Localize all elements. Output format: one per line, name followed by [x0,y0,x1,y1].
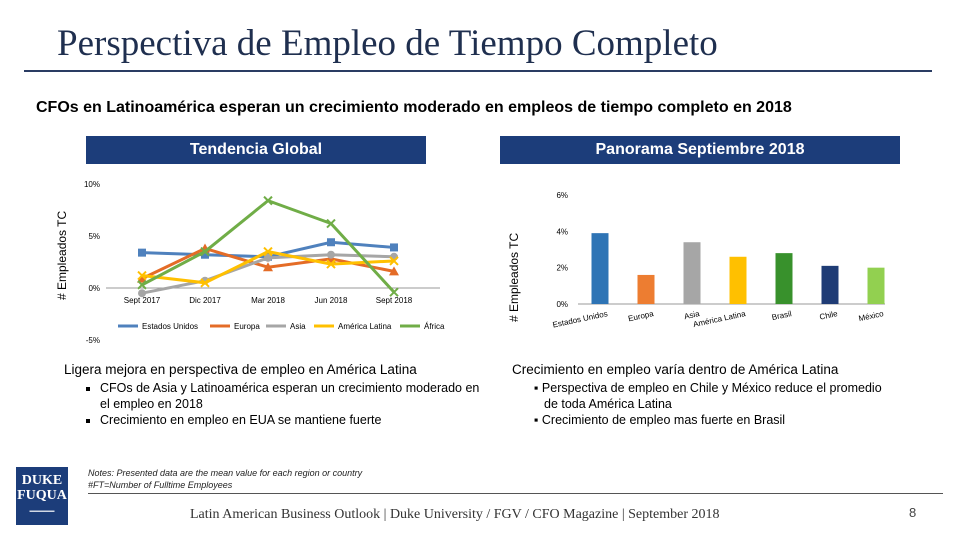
y-tick-label: 4% [556,227,568,236]
x-tick-label: Asia [683,309,701,321]
list-item: ▪ Perspectiva de empleo en Chile y Méxic… [534,381,882,411]
bar [775,253,793,304]
y-tick-label: 0% [556,300,568,309]
legend-label: Estados Unidos [142,322,198,331]
x-tick-label: Chile [819,309,839,322]
line-chart: # Empleados TC 10% 5% 0% -5% Sept 2017 Dic 2… [55,180,445,345]
legend-label: América Latina [338,322,392,331]
logo-line-1: DUKE [21,473,63,488]
legend-label: África [424,322,445,331]
list-item: CFOs de Asia y Latinoamérica esperan un … [100,380,484,412]
left-panel-header: Tendencia Global [86,136,426,164]
y-tick-label: 5% [88,232,100,241]
footer-text: Latin American Business Outlook | Duke U… [190,507,720,522]
data-point [326,218,336,229]
data-point [138,248,146,257]
data-point [389,287,399,297]
bar [591,233,609,304]
data-point [264,253,272,262]
legend-label: Asia [290,322,306,331]
duke-fuqua-logo: DUKE FUQUA ▬▬▬▬▬ [16,467,68,525]
x-tick-label: Jun 2018 [315,296,348,305]
bar-chart: # Empleados TC 6% 4% 2% 0% Estados Unidos Eu… [507,191,885,330]
right-bullets-heading: Crecimiento en empleo varía dentro de Am… [512,362,839,377]
data-point [389,256,399,266]
data-point [326,259,336,269]
logo-line-2: FUQUA [17,488,67,503]
x-tick-label: México [858,309,885,323]
left-bullets: Ligera mejora en perspectiva de empleo e… [64,362,484,428]
subtitle: CFOs en Latinoamérica esperan un crecimi… [36,99,792,116]
data-point [138,289,146,298]
page-number: 8 [909,505,917,520]
bar [637,274,655,304]
data-point [137,280,147,290]
x-tick-label: América Latina [692,309,747,329]
title-divider [24,70,932,72]
data-point [327,250,335,259]
bar [729,256,747,304]
y-tick-label: -5% [86,336,100,345]
bar [821,265,839,304]
notes: Notes: Presented data are the mean value… [88,467,362,491]
data-point [137,273,147,283]
right-panel-header: Panorama Septiembre 2018 [500,136,900,164]
page-title: Perspectiva de Empleo de Tiempo Completo [57,23,718,64]
list-item-text: Crecimiento de empleo mas fuerte en Bras… [541,413,786,427]
list-item-text: Perspectiva de empleo en Chile y México … [541,381,882,411]
x-tick-label: Dic 2017 [189,296,221,305]
x-tick-label: Estados Unidos [552,309,609,329]
x-tick-label: Sept 2017 [124,296,161,305]
notes-line-2: #FT=Number of Fulltime Employees [88,480,233,490]
y-tick-label: 10% [84,180,100,189]
data-point [201,250,209,259]
data-point [200,278,210,288]
legend-label: Europa [234,322,260,331]
y-tick-label: 2% [556,264,568,273]
data-point [390,243,398,252]
data-point [263,246,273,257]
x-tick-label: Sept 2018 [376,296,413,305]
bar-chart-y-label: # Empleados TC [507,233,521,322]
bar [867,267,885,304]
list-item: ▪ Crecimiento de empleo mas fuerte en Br… [534,413,786,427]
y-tick-label: 6% [556,191,568,200]
line-chart-y-label: # Empleados TC [55,211,69,300]
data-point [263,195,273,206]
data-point [389,266,399,276]
footer-divider [88,493,943,494]
notes-line-1: Notes: Presented data are the mean value… [88,468,363,478]
list-item: Crecimiento en empleo en EUA se mantiene… [100,412,484,428]
bar [683,242,701,304]
left-bullets-heading: Ligera mejora en perspectiva de empleo e… [64,362,417,377]
logo-decoration: ▬▬▬▬▬ [29,509,55,514]
data-point [327,238,335,247]
x-tick-label: Mar 2018 [251,296,285,305]
data-point [200,246,210,257]
right-bullets: Crecimiento en empleo varía dentro de Am… [512,362,892,428]
x-tick-label: Europa [627,309,655,323]
x-tick-label: Brasil [771,309,793,322]
data-point [137,270,147,281]
y-tick-label: 0% [88,284,100,293]
data-point [263,262,273,272]
